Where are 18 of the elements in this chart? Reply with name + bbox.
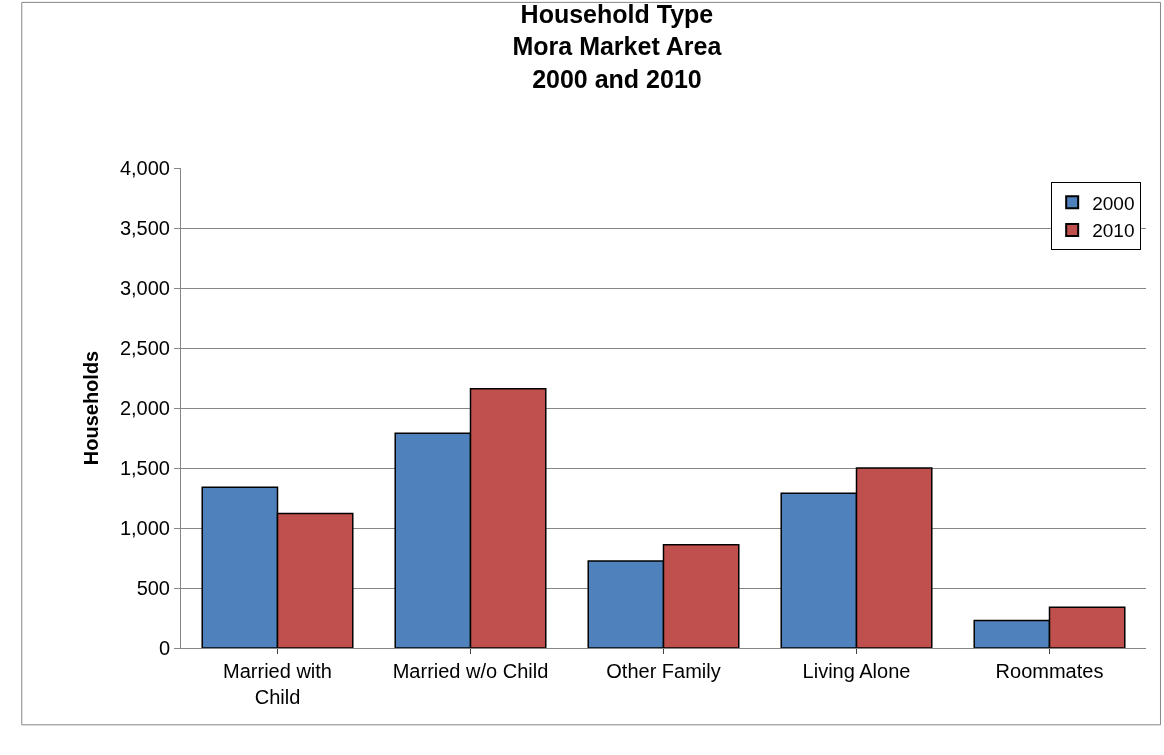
- y-tick-label: 3,500: [119, 217, 170, 239]
- x-tick-label: Married w/o Child: [392, 660, 549, 682]
- y-tick-label: 0: [158, 637, 170, 659]
- legend-label: 2010: [1092, 220, 1135, 242]
- y-tick-label: 500: [136, 577, 170, 599]
- y-tick-label: 1,000: [119, 517, 170, 539]
- x-tick-label: Other Family: [606, 660, 721, 682]
- y-axis-title: Households: [80, 350, 103, 466]
- chart-title: Household Type Mora Market Area 2000 and 2010: [512, 0, 723, 93]
- y-tick-label: 1,500: [119, 457, 170, 479]
- x-tick-label: Living Alone: [802, 660, 911, 682]
- y-tick-label: 2,500: [119, 337, 170, 359]
- x-tick-label: Roommates: [995, 660, 1104, 682]
- y-tick-label: 3,000: [119, 277, 170, 299]
- y-tick-label: 4,000: [119, 157, 170, 179]
- legend-label: 2000: [1092, 192, 1135, 214]
- x-tick-label: Married with Child: [223, 660, 332, 708]
- y-tick-label: 2,000: [119, 397, 170, 419]
